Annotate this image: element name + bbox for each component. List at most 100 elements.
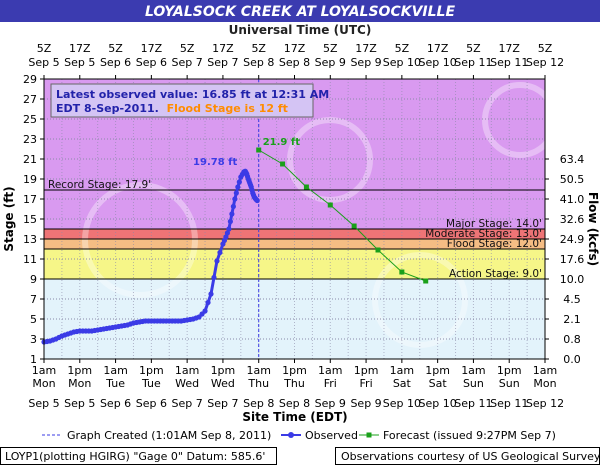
x-tick-label-time: 1pm <box>211 364 236 377</box>
top-tick-label-time: 17Z <box>69 42 91 55</box>
legend-forecast: Forecast (issued 9:27PM Sep 7) <box>383 429 556 442</box>
y-tick-label: 13 <box>23 233 37 246</box>
x-tick-label-date: Sep 5 <box>64 397 95 410</box>
x-tick-label-date: Sep 11 <box>490 397 528 410</box>
x-tick-label-time: 1am <box>103 364 127 377</box>
x-tick-label-date: Sep 11 <box>454 397 492 410</box>
data-series: 19.78 ft 21.9 ft <box>41 79 429 359</box>
x-tick-label-date: Sep 5 <box>28 397 59 410</box>
y-tick-label: 19 <box>23 173 37 186</box>
x-tick-label-day: Fri <box>324 377 337 390</box>
observed-point <box>227 218 233 225</box>
top-tick-label-time: 5Z <box>538 42 553 55</box>
x-tick-label-date: Sep 9 <box>350 397 381 410</box>
top-tick-label-date: Sep 8 <box>279 56 310 69</box>
watermark-ring-3 <box>482 82 558 158</box>
y2-tick-label: 41.0 <box>560 193 585 206</box>
x-tick-label-day: Mon <box>32 377 55 390</box>
axes: 13579111315171921232527290.00.82.14.510.… <box>23 42 584 410</box>
x-tick-label-date: Sep 7 <box>207 397 238 410</box>
observed-point <box>232 196 238 202</box>
stage-label-3: Flood Stage: 12.0' <box>447 238 542 250</box>
y2-tick-label: 63.4 <box>560 153 585 166</box>
stage-label-0: Record Stage: 17.9' <box>48 179 151 191</box>
y2-tick-label: 32.6 <box>560 213 585 226</box>
x-tick-label-day: Mon <box>533 377 556 390</box>
y-tick-label: 21 <box>23 153 37 166</box>
y-tick-label: 11 <box>23 253 37 266</box>
top-tick-label-date: Sep 10 <box>383 56 421 69</box>
legend: Graph Created (1:01AM Sep 8, 2011) Obser… <box>42 429 556 442</box>
x-tick-label-date: Sep 9 <box>315 397 346 410</box>
stage-label-1: Major Stage: 14.0' <box>446 218 542 230</box>
top-tick-label-time: 17Z <box>498 42 520 55</box>
x-tick-label-date: Sep 10 <box>383 397 421 410</box>
top-tick-label-date: Sep 6 <box>100 56 131 69</box>
top-tick-label-time: 5Z <box>466 42 481 55</box>
top-tick-label-date: Sep 8 <box>243 56 274 69</box>
y-tick-label: 17 <box>23 193 37 206</box>
info-line-2-date: EDT 8-Sep-2011. <box>56 102 159 115</box>
y-tick-label: 27 <box>23 93 37 106</box>
observed-point <box>235 184 241 190</box>
x-tick-label-date: Sep 8 <box>279 397 310 410</box>
legend-created: Graph Created (1:01AM Sep 8, 2011) <box>67 429 271 442</box>
stage-label-4: Action Stage: 9.0' <box>449 268 542 280</box>
x-tick-label-time: 1am <box>390 364 414 377</box>
x-tick-label-day: Sun <box>499 377 520 390</box>
x-tick-label-day: Mon <box>68 377 91 390</box>
x-tick-label-day: Wed <box>211 377 235 390</box>
footer-credit: Observations courtesy of US Geological S… <box>341 450 600 463</box>
observed-point <box>211 274 217 281</box>
forecast-point <box>256 147 262 153</box>
top-tick-label-date: Sep 7 <box>207 56 238 69</box>
chart-title: LOYALSOCK CREEK AT LOYALSOCKVILLE <box>145 4 456 20</box>
x-tick-label-date: Sep 7 <box>172 397 203 410</box>
y-axis-title: Stage (ft) <box>2 186 16 251</box>
y-tick-label: 23 <box>23 133 37 146</box>
x-tick-label-day: Sat <box>429 377 448 390</box>
observed-point <box>224 230 231 236</box>
x-tick-label-time: 1am <box>175 364 199 377</box>
forecast-point <box>375 247 381 253</box>
x-tick-label-date: Sep 6 <box>100 397 131 410</box>
observed-point <box>236 179 242 185</box>
x-tick-label-time: 1pm <box>425 364 450 377</box>
top-tick-label-time: 5Z <box>323 42 338 55</box>
y2-axis-title: Flow (kcfs) <box>586 192 600 266</box>
top-tick-label-time: 5Z <box>108 42 123 55</box>
top-tick-label-time: 17Z <box>212 42 234 55</box>
top-tick-label-time: 5Z <box>180 42 195 55</box>
y2-tick-label: 4.5 <box>563 293 581 306</box>
y2-tick-label: 17.6 <box>560 253 585 266</box>
top-tick-label-date: Sep 7 <box>172 56 203 69</box>
footer-datum: LOYP1(plotting HGIRG) "Gage 0" Datum: 58… <box>5 450 265 463</box>
top-tick-label-date: Sep 9 <box>350 56 381 69</box>
observed-point <box>233 190 239 196</box>
y-tick-label: 9 <box>30 273 37 286</box>
x-tick-label-date: Sep 6 <box>136 397 167 410</box>
forecast-point <box>327 202 333 208</box>
observed-point <box>214 258 220 264</box>
watermark-ring-0 <box>82 182 198 298</box>
observed-point <box>229 211 235 217</box>
x-tick-label-day: Thu <box>283 377 305 390</box>
x-tick-label-day: Fri <box>360 377 373 390</box>
usgs-watermark <box>82 82 558 348</box>
top-axis-title: Universal Time (UTC) <box>229 23 372 37</box>
top-tick-label-date: Sep 11 <box>454 56 492 69</box>
forecast-point <box>303 184 309 190</box>
x-tick-label-time: 1pm <box>497 364 522 377</box>
x-tick-label-time: 1pm <box>282 364 307 377</box>
x-tick-label-date: Sep 10 <box>419 397 457 410</box>
x-tick-label-day: Sat <box>393 377 412 390</box>
forecast-point <box>423 278 429 284</box>
observed-point <box>254 197 260 204</box>
stage-lines: Record Stage: 17.9' Major Stage: 14.0'Mod… <box>44 179 545 280</box>
observed-point <box>230 203 236 210</box>
top-tick-label-time: 5Z <box>251 42 266 55</box>
top-tick-label-date: Sep 6 <box>136 56 167 69</box>
observed-peak-label: 19.78 ft <box>193 157 237 168</box>
top-tick-label-date: Sep 10 <box>419 56 457 69</box>
